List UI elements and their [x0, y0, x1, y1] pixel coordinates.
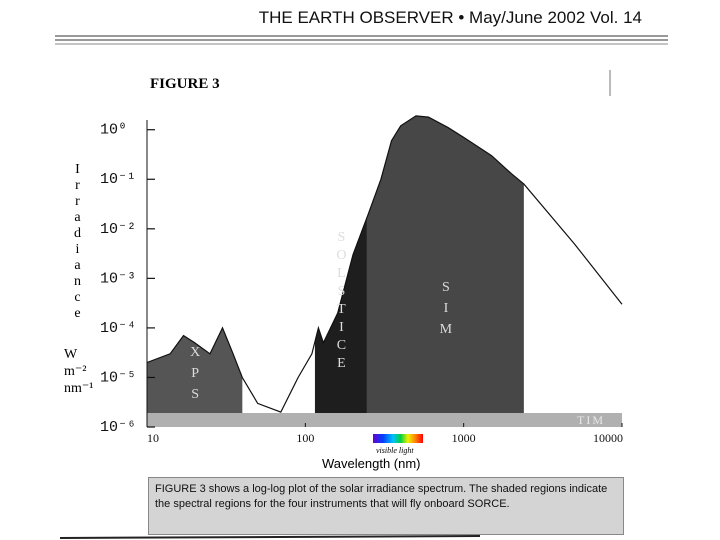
- y-tick-label: 10⁻¹: [100, 171, 136, 188]
- y-tick-label: 10⁻⁴: [100, 320, 136, 337]
- y-tick-label: 10⁻⁵: [100, 369, 136, 386]
- region-area: [147, 327, 243, 413]
- spectrum-line: [146, 115, 623, 413]
- visible-label: visible light: [376, 446, 414, 455]
- region-label: XPS: [187, 345, 203, 408]
- region-label: SIM: [438, 280, 454, 343]
- region-band: [147, 413, 622, 427]
- x-tick-label: 100: [296, 431, 314, 445]
- y-tick-label: 10⁰: [100, 122, 127, 139]
- y-tick-label: 10⁻⁶: [100, 419, 136, 436]
- y-tick-label: 10⁻²: [100, 221, 136, 238]
- x-tick-label: 10000: [593, 431, 623, 445]
- region-label: TIM: [577, 413, 605, 427]
- visible-bar: [373, 434, 423, 443]
- rule: [59, 535, 481, 539]
- x-tick-label: 10: [147, 431, 159, 445]
- y-tick-label: 10⁻³: [100, 270, 136, 287]
- x-tick-label: 1000: [452, 431, 476, 445]
- region-area: [366, 115, 524, 414]
- header: THE EARTH OBSERVER • May/June 2002 Vol. …: [258, 8, 642, 27]
- region-area: [314, 217, 367, 413]
- region-label: SOLSTICE: [333, 230, 349, 374]
- y-units: W m⁻² nm⁻¹: [64, 347, 94, 396]
- figure-title: FIGURE 3: [150, 76, 220, 92]
- x-axis-label: Wavelength (nm): [322, 456, 421, 471]
- caption: FIGURE 3 shows a log-log plot of the sol…: [148, 477, 624, 535]
- y-axis-label: Irradiance: [70, 162, 85, 322]
